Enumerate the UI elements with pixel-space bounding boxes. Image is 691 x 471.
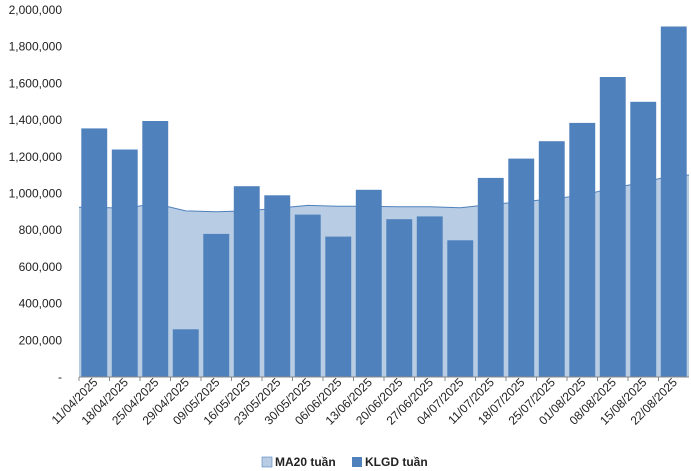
legend: MA20 tuần KLGD tuần [261, 455, 428, 469]
bar-klgd-12 [447, 240, 474, 377]
bar-klgd-1 [111, 149, 138, 377]
bar-klgd-5 [233, 186, 260, 377]
y-tick-label: 1,600,000 [9, 76, 63, 90]
plot-area [79, 26, 689, 378]
y-tick-label: 200,000 [19, 333, 63, 347]
x-axis-ticks: 11/04/202518/04/202525/04/202529/04/2025… [49, 375, 680, 428]
bar-klgd-2 [142, 121, 169, 377]
bar-klgd-15 [538, 141, 565, 377]
y-tick-label: 600,000 [19, 260, 63, 274]
bar-klgd-16 [569, 122, 596, 378]
bar-klgd-7 [294, 214, 321, 377]
bar-klgd-17 [599, 77, 626, 377]
bar-klgd-10 [386, 219, 413, 377]
legend-label-klgd: KLGD tuần [365, 455, 428, 469]
legend-label-ma20: MA20 tuần [275, 455, 336, 469]
y-tick-label: 1,200,000 [9, 150, 63, 164]
y-tick-label: 400,000 [19, 297, 63, 311]
ma20-area [79, 175, 689, 377]
bar-klgd-19 [660, 26, 687, 377]
ma20-line [79, 174, 689, 213]
y-axis-ticks: - 200,000 400,000 600,000 800,000 1,000,000 1,… [9, 3, 63, 384]
bar-klgd-6 [264, 195, 291, 377]
bar-klgd-4 [203, 233, 230, 377]
y-tick-label: 1,400,000 [9, 113, 63, 127]
bar-klgd-0 [81, 128, 108, 377]
legend-swatch-klgd [352, 457, 362, 467]
bar-klgd-14 [508, 158, 535, 377]
y-tick-label: 1,000,000 [9, 187, 63, 201]
y-tick-label: 800,000 [19, 223, 63, 237]
bar-klgd-13 [477, 177, 504, 377]
y-tick-label: - [58, 370, 62, 384]
bar-klgd-9 [355, 189, 382, 377]
y-tick-label: 1,800,000 [9, 40, 63, 54]
bar-klgd-18 [630, 101, 657, 378]
bar-klgd-8 [325, 236, 352, 377]
legend-swatch-ma20 [261, 456, 273, 468]
bar-klgd-3 [172, 329, 199, 377]
bar-klgd-11 [416, 216, 443, 377]
y-tick-label: 2,000,000 [9, 3, 63, 17]
